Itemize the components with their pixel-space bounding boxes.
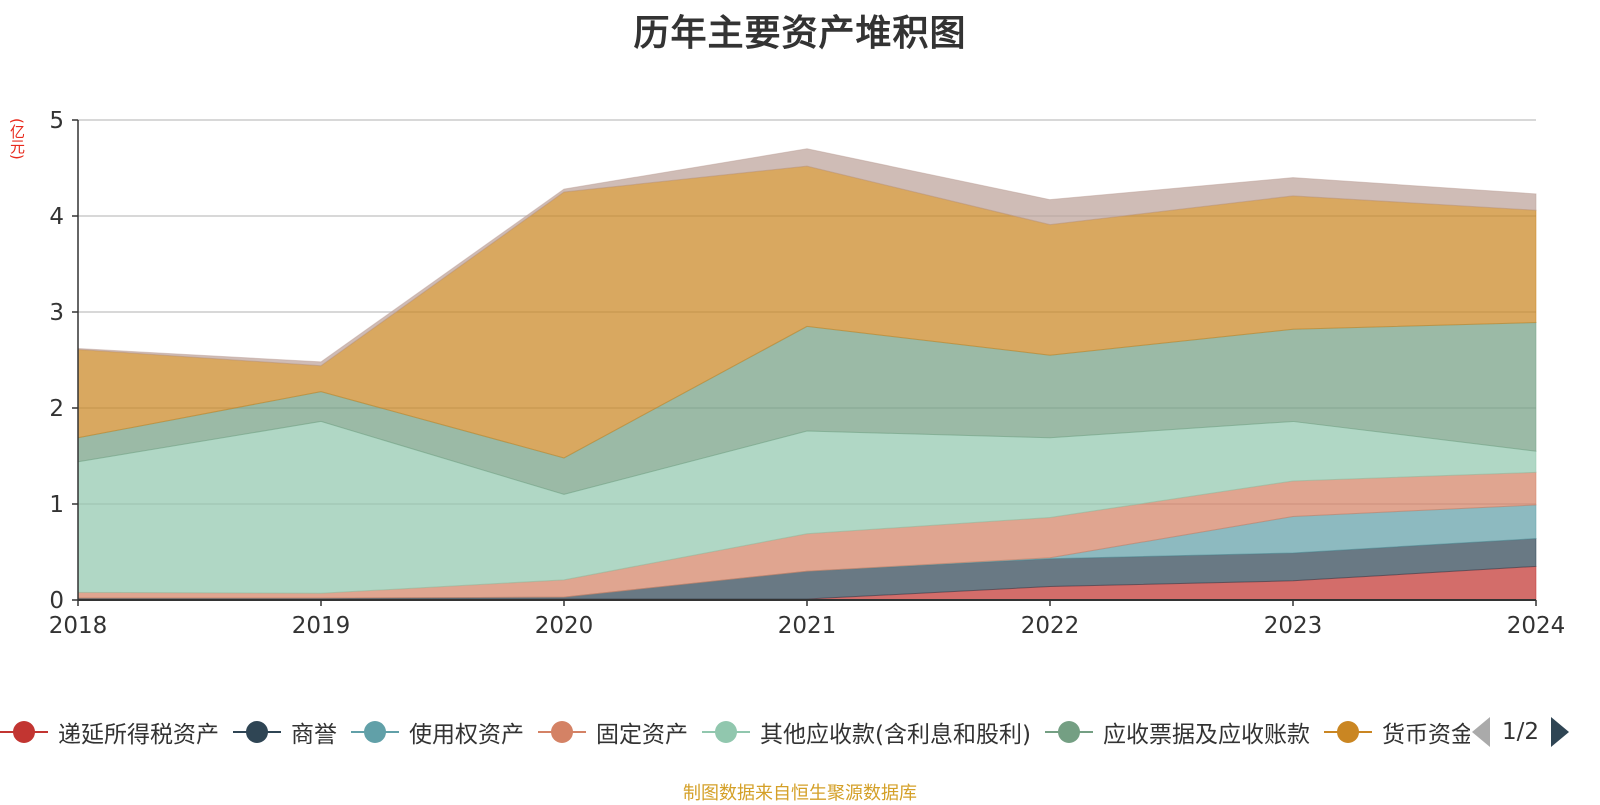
y-tick-label: 1: [49, 492, 64, 518]
legend-marker-icon: [1323, 717, 1372, 747]
legend-item-0[interactable]: 递延所得税资产: [0, 712, 219, 752]
legend-pager: 1/2: [1472, 712, 1600, 752]
x-tick-label: 2018: [49, 613, 108, 639]
legend-next-page-icon[interactable]: [1551, 717, 1570, 747]
legend-item-5[interactable]: 应收票据及应收账款: [1044, 712, 1310, 752]
stacked-area-chart: 0 1 2 3 4 5 2018 2019 2020 2021 2022 2023 2024: [49, 108, 1566, 639]
legend-marker-icon: [538, 717, 586, 747]
legend: 递延所得税资产 商誉 使用权资产 固定资产 其他应收款(含利息和股利) 应收票据及应收账款…: [0, 712, 1470, 752]
legend-label: 固定资产: [596, 722, 688, 748]
legend-marker-icon: [351, 717, 399, 747]
legend-label: 其他应收款(含利息和股利): [760, 722, 1031, 748]
y-tick-label: 4: [49, 204, 64, 230]
y-tick-label: 3: [49, 300, 64, 326]
legend-item-6[interactable]: 货币资金: [1323, 712, 1470, 752]
x-tick-label: 2019: [292, 613, 351, 639]
x-tick-label: 2022: [1021, 613, 1080, 639]
data-source-note: 制图数据来自恒生聚源数据库: [683, 783, 917, 804]
legend-label: 使用权资产: [409, 722, 524, 748]
legend-label: 应收票据及应收账款: [1102, 722, 1310, 748]
y-tick-label: 0: [49, 588, 64, 614]
x-tick-label: 2020: [535, 613, 594, 639]
legend-marker-icon: [0, 717, 48, 747]
x-tick-label: 2021: [778, 613, 837, 639]
y-axis-unit-label: (亿元): [8, 118, 26, 160]
legend-label: 递延所得税资产: [58, 722, 219, 748]
legend-marker-icon: [702, 717, 750, 747]
x-tick-label: 2024: [1507, 613, 1566, 639]
legend-marker-icon: [233, 717, 281, 747]
legend-label: 货币资金: [1381, 722, 1470, 748]
series-area-7[interactable]: [77, 148, 1537, 367]
y-tick-label: 5: [49, 108, 64, 134]
legend-item-2[interactable]: 使用权资产: [351, 712, 524, 752]
legend-marker-icon: [1044, 717, 1093, 747]
legend-item-3[interactable]: 固定资产: [538, 712, 688, 752]
x-tick-label: 2023: [1264, 613, 1323, 639]
legend-label: 商誉: [291, 722, 337, 748]
y-tick-label: 2: [49, 396, 64, 422]
legend-page-indicator: 1/2: [1502, 719, 1540, 745]
axes: 0 1 2 3 4 5 2018 2019 2020 2021 2022 2023 2024: [49, 108, 1566, 639]
legend-item-1[interactable]: 商誉: [233, 712, 337, 752]
legend-item-4[interactable]: 其他应收款(含利息和股利): [702, 712, 1031, 752]
chart-title: 历年主要资产堆积图: [633, 13, 967, 54]
legend-prev-page-icon[interactable]: [1472, 717, 1490, 747]
